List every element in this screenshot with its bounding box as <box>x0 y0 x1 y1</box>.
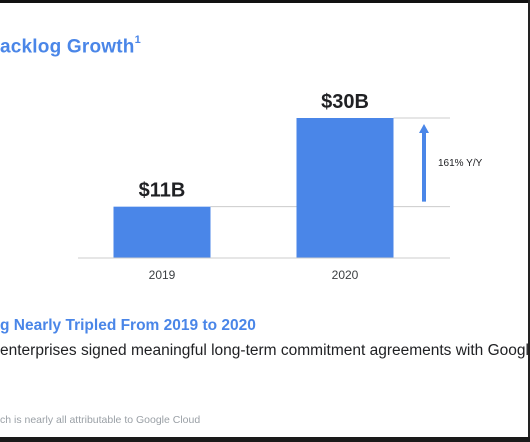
slide-title: acklog Growth1 <box>0 34 141 58</box>
slide-title-text: acklog Growth <box>0 36 135 58</box>
data-label-2019: $11B <box>139 180 186 202</box>
subhead: g Nearly Tripled From 2019 to 2020 <box>0 317 256 334</box>
footnote: ch is nearly all attributable to Google … <box>0 414 201 426</box>
x-tick-label-2020: 2020 <box>332 268 359 282</box>
growth-arrow-head <box>419 124 429 133</box>
x-tick-label-2019: 2019 <box>149 268 176 282</box>
bar-2019 <box>113 206 211 258</box>
body-text: enterprises signed meaningful long-term … <box>0 342 529 359</box>
bottom-border <box>0 437 530 442</box>
top-border <box>0 0 530 3</box>
right-border <box>528 0 530 442</box>
data-label-2020: $30B <box>321 91 369 113</box>
bar-2020 <box>296 118 394 258</box>
growth-annotation-label: 161% Y/Y <box>438 158 483 169</box>
title-footnote-mark: 1 <box>134 34 141 46</box>
